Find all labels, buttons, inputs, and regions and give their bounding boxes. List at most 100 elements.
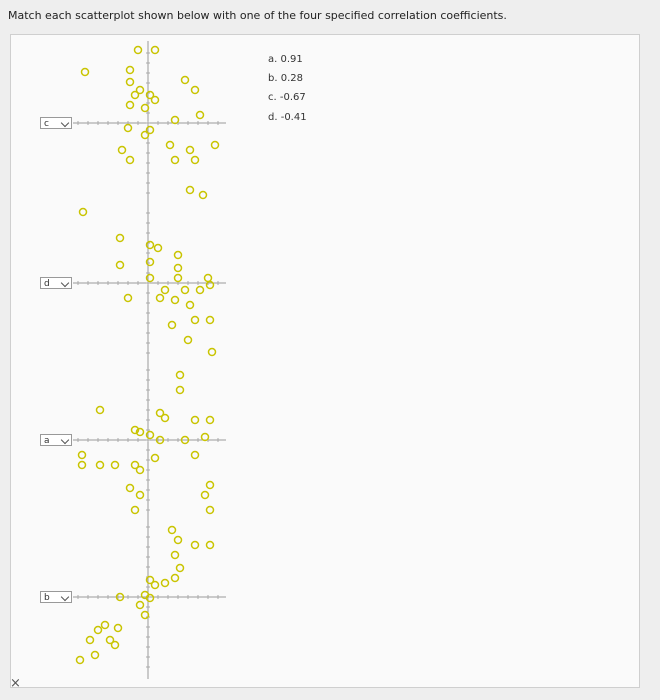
scatter-point xyxy=(173,263,183,273)
scatter-point xyxy=(190,85,200,95)
scatter-point xyxy=(140,130,150,140)
scatter-point xyxy=(93,625,103,635)
scatter-point xyxy=(125,65,135,75)
scatter-point xyxy=(155,293,165,303)
scatter-point xyxy=(205,480,215,490)
scatter-point xyxy=(117,145,127,155)
scatter-point xyxy=(140,610,150,620)
scatter-point xyxy=(170,550,180,560)
scatter-point xyxy=(113,623,123,633)
answer-dropdown[interactable]: d xyxy=(40,277,72,289)
scatter-point xyxy=(145,430,155,440)
scatter-point xyxy=(85,635,95,645)
scatter-point xyxy=(160,578,170,588)
scatter-point xyxy=(205,315,215,325)
scatter-point xyxy=(123,293,133,303)
scatter-point xyxy=(130,425,140,435)
scatter-point xyxy=(175,563,185,573)
scatter-point xyxy=(95,460,105,470)
scatter-point xyxy=(150,45,160,55)
scatter-point xyxy=(160,285,170,295)
scatter-point xyxy=(150,95,160,105)
scatter-point xyxy=(145,273,155,283)
scatter-point xyxy=(135,600,145,610)
scatter-point xyxy=(145,90,155,100)
scatter-point xyxy=(130,90,140,100)
scatter-point xyxy=(190,540,200,550)
scatter-point xyxy=(105,635,115,645)
scatter-point xyxy=(180,435,190,445)
scatter-point xyxy=(75,655,85,665)
scatter-point xyxy=(167,320,177,330)
question-panel xyxy=(10,34,640,688)
option: d. -0.41 xyxy=(268,112,307,123)
scatter-point xyxy=(145,575,155,585)
scatter-point xyxy=(95,405,105,415)
scatter-point xyxy=(165,140,175,150)
scatter-point xyxy=(78,207,88,217)
scatter-point xyxy=(100,620,110,630)
scatter-point xyxy=(145,125,155,135)
scatter-point xyxy=(123,123,133,133)
option: a. 0.91 xyxy=(268,54,303,65)
scatter-point xyxy=(173,535,183,545)
scatter-point xyxy=(115,260,125,270)
scatter-point xyxy=(130,460,140,470)
scatter-point xyxy=(115,233,125,243)
scatter-point xyxy=(185,300,195,310)
scatter-point xyxy=(210,140,220,150)
scatter-point xyxy=(110,640,120,650)
scatter-point xyxy=(190,415,200,425)
scatter-point xyxy=(125,77,135,87)
scatter-point xyxy=(180,75,190,85)
scatter-point xyxy=(90,650,100,660)
scatter-point xyxy=(155,408,165,418)
scatter-point xyxy=(153,243,163,253)
scatter-point xyxy=(170,155,180,165)
scatter-point xyxy=(185,185,195,195)
scatter-point xyxy=(135,465,145,475)
scatter-point xyxy=(77,460,87,470)
scatter-point xyxy=(205,415,215,425)
scatter-point xyxy=(125,100,135,110)
scatter-point xyxy=(207,347,217,357)
scatter-point xyxy=(135,85,145,95)
scatter-point xyxy=(185,145,195,155)
scatter-point xyxy=(200,432,210,442)
scatter-point xyxy=(160,413,170,423)
scatter-point xyxy=(115,592,125,602)
scatter-point xyxy=(198,190,208,200)
scatter-point xyxy=(183,335,193,345)
scatter-point xyxy=(133,45,143,55)
scatter-point xyxy=(200,490,210,500)
scatter-point xyxy=(205,540,215,550)
scatter-point xyxy=(110,460,120,470)
scatter-point xyxy=(125,155,135,165)
scatter-point xyxy=(190,155,200,165)
scatter-point xyxy=(145,257,155,267)
scatter-point xyxy=(195,285,205,295)
scatter-point xyxy=(175,370,185,380)
scatter-point xyxy=(130,505,140,515)
answer-dropdown[interactable]: c xyxy=(40,117,72,129)
scatter-point xyxy=(135,427,145,437)
close-button[interactable]: × xyxy=(10,676,21,691)
option: c. -0.67 xyxy=(268,92,306,103)
scatter-point xyxy=(173,250,183,260)
scatter-point xyxy=(150,580,160,590)
scatter-point xyxy=(170,573,180,583)
scatter-point xyxy=(190,315,200,325)
scatter-point xyxy=(170,115,180,125)
scatter-point xyxy=(180,285,190,295)
scatter-point xyxy=(145,240,155,250)
scatter-point xyxy=(195,110,205,120)
answer-dropdown[interactable]: a xyxy=(40,434,72,446)
scatter-point xyxy=(170,295,180,305)
answer-dropdown[interactable]: b xyxy=(40,591,72,603)
scatter-point xyxy=(205,505,215,515)
option: b. 0.28 xyxy=(268,73,303,84)
scatter-point xyxy=(155,435,165,445)
scatter-point xyxy=(190,450,200,460)
